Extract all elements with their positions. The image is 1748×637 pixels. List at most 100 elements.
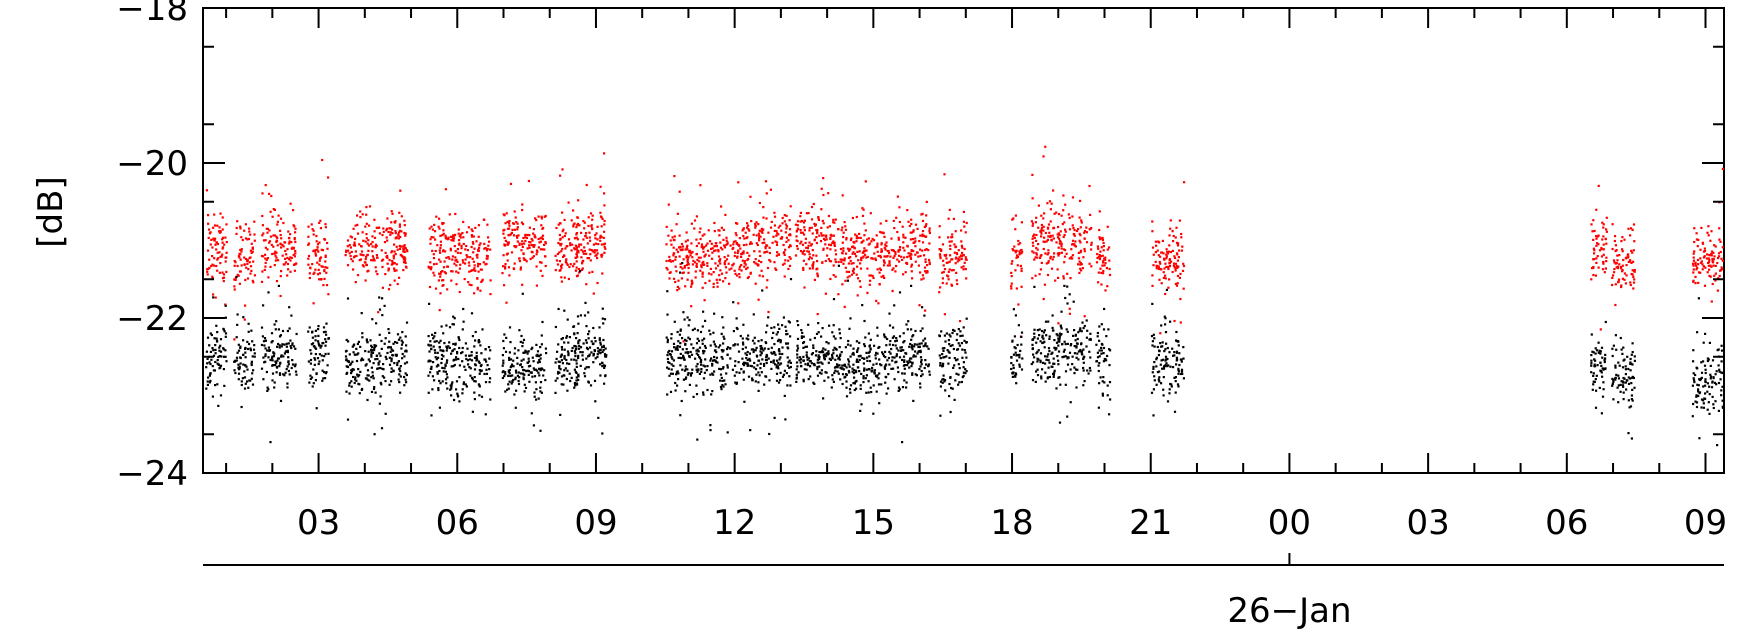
data-point bbox=[509, 374, 512, 378]
data-point bbox=[1059, 230, 1062, 233]
data-point bbox=[671, 260, 675, 263]
data-point bbox=[764, 180, 768, 183]
data-point bbox=[1097, 271, 1100, 274]
data-point bbox=[1601, 238, 1604, 241]
data-point bbox=[1102, 269, 1105, 273]
data-point bbox=[1169, 219, 1172, 222]
data-point bbox=[672, 254, 675, 257]
data-point bbox=[852, 363, 855, 366]
data-point bbox=[738, 371, 741, 374]
data-point bbox=[1035, 253, 1038, 256]
data-point bbox=[1721, 246, 1724, 249]
data-point bbox=[769, 260, 772, 263]
data-point bbox=[1152, 264, 1155, 267]
data-point bbox=[895, 339, 898, 342]
data-point bbox=[239, 253, 242, 256]
data-point bbox=[788, 366, 791, 369]
data-point bbox=[355, 353, 358, 356]
data-point bbox=[224, 260, 227, 263]
data-point bbox=[375, 254, 378, 257]
data-point bbox=[504, 350, 508, 353]
data-point bbox=[699, 360, 703, 363]
data-point bbox=[892, 256, 895, 259]
data-point bbox=[733, 254, 736, 258]
data-point bbox=[279, 217, 283, 220]
data-point bbox=[541, 248, 544, 251]
data-point bbox=[1064, 296, 1067, 300]
data-point bbox=[860, 372, 863, 375]
data-point bbox=[1088, 350, 1091, 353]
data-point bbox=[438, 217, 441, 220]
data-point bbox=[219, 255, 222, 258]
data-point bbox=[566, 389, 569, 392]
data-point bbox=[964, 372, 967, 375]
data-point bbox=[365, 213, 368, 216]
data-point bbox=[1703, 284, 1707, 287]
data-point bbox=[216, 331, 219, 334]
data-point bbox=[690, 343, 693, 346]
data-point bbox=[667, 203, 670, 206]
data-point bbox=[1183, 181, 1186, 184]
data-point bbox=[905, 381, 908, 384]
data-point bbox=[889, 352, 892, 355]
data-point bbox=[1064, 383, 1067, 386]
data-point bbox=[271, 379, 274, 382]
data-point bbox=[863, 367, 866, 370]
data-point bbox=[919, 386, 922, 389]
data-point bbox=[902, 236, 905, 239]
data-point bbox=[928, 229, 931, 232]
data-point bbox=[507, 266, 511, 269]
data-point bbox=[852, 369, 855, 372]
data-point bbox=[687, 271, 690, 274]
data-point bbox=[1020, 335, 1023, 338]
data-point bbox=[1182, 264, 1186, 268]
data-point bbox=[700, 363, 703, 366]
data-point bbox=[577, 347, 581, 350]
data-point bbox=[834, 218, 837, 221]
data-point bbox=[700, 264, 703, 267]
data-point bbox=[244, 237, 248, 240]
data-point bbox=[1164, 292, 1167, 296]
data-point bbox=[921, 373, 924, 376]
data-point bbox=[261, 214, 264, 218]
data-point bbox=[572, 325, 576, 328]
data-point bbox=[294, 231, 297, 234]
data-point bbox=[770, 326, 773, 330]
data-point bbox=[208, 258, 211, 261]
data-point bbox=[684, 248, 687, 251]
data-point bbox=[852, 241, 855, 244]
data-point bbox=[405, 373, 408, 377]
data-point bbox=[266, 386, 269, 389]
data-point bbox=[803, 226, 806, 229]
data-point bbox=[479, 344, 482, 347]
data-point bbox=[1632, 260, 1635, 263]
data-point bbox=[743, 265, 746, 268]
data-point bbox=[811, 249, 814, 252]
data-point bbox=[502, 370, 505, 373]
data-point bbox=[291, 343, 294, 346]
data-point bbox=[517, 379, 520, 383]
data-point bbox=[570, 376, 573, 379]
data-point bbox=[882, 353, 885, 356]
data-point bbox=[857, 347, 860, 350]
data-point bbox=[243, 376, 247, 379]
data-point bbox=[754, 226, 757, 229]
data-point bbox=[1154, 251, 1157, 254]
data-point bbox=[537, 246, 540, 249]
data-point bbox=[454, 250, 457, 253]
data-point bbox=[1066, 363, 1070, 366]
data-point bbox=[455, 388, 458, 391]
data-point bbox=[439, 275, 442, 278]
data-point bbox=[1168, 244, 1171, 247]
data-point bbox=[747, 275, 750, 279]
data-point bbox=[882, 264, 886, 267]
data-point bbox=[207, 222, 210, 225]
data-point bbox=[554, 325, 557, 329]
data-point bbox=[1020, 269, 1023, 273]
data-point bbox=[942, 349, 945, 352]
data-point bbox=[219, 366, 222, 369]
data-point bbox=[713, 359, 716, 362]
data-point bbox=[865, 256, 868, 259]
data-point bbox=[554, 361, 557, 364]
data-point bbox=[828, 324, 831, 327]
